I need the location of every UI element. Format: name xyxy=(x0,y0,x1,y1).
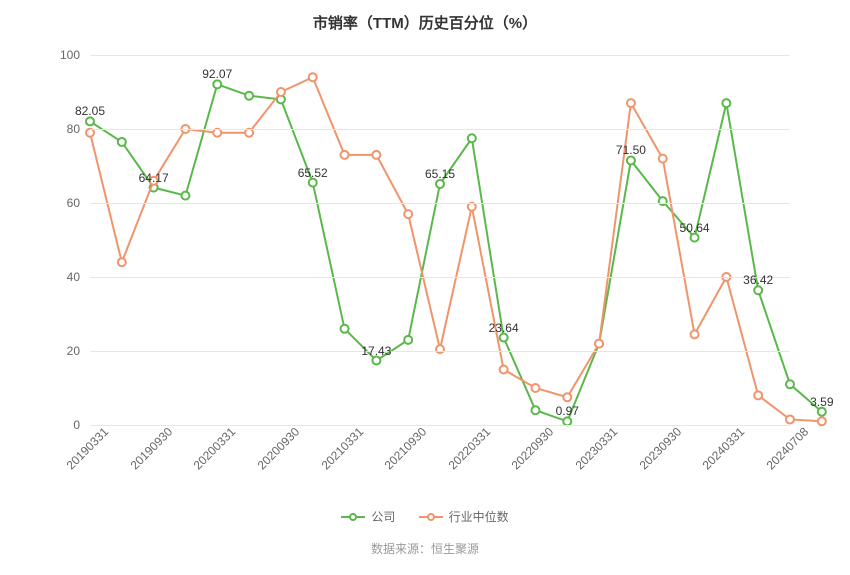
x-tick-label: 20220331 xyxy=(445,425,493,473)
gridline xyxy=(90,55,790,56)
y-tick-label: 80 xyxy=(67,122,80,136)
data-label: 64.17 xyxy=(139,171,169,185)
legend-item-industry: 行业中位数 xyxy=(419,508,509,525)
series-marker xyxy=(754,391,762,399)
gridline xyxy=(90,425,790,426)
series-marker xyxy=(118,138,126,146)
legend: 公司 行业中位数 xyxy=(0,507,850,526)
chart-svg xyxy=(90,55,790,425)
data-label: 92.07 xyxy=(202,68,232,82)
gridline xyxy=(90,129,790,130)
series-line-0 xyxy=(90,84,822,421)
legend-label-industry: 行业中位数 xyxy=(449,508,509,525)
series-marker xyxy=(627,99,635,107)
x-tick-label: 20210331 xyxy=(318,425,366,473)
chart-container: 市销率（TTM）历史百分位（%） 0 20 40 60 80 100 82.05 64.17 9… xyxy=(0,0,850,575)
data-label: 82.05 xyxy=(75,105,105,119)
series-marker xyxy=(118,258,126,266)
gridline xyxy=(90,203,790,204)
series-marker xyxy=(404,336,412,344)
series-marker xyxy=(595,340,603,348)
legend-line-company xyxy=(341,516,365,518)
x-tick-label: 20190331 xyxy=(64,425,112,473)
series-marker xyxy=(309,73,317,81)
series-marker xyxy=(691,330,699,338)
series-marker xyxy=(372,357,380,365)
series-marker xyxy=(341,325,349,333)
legend-item-company: 公司 xyxy=(341,508,395,525)
y-tick-label: 60 xyxy=(67,196,80,210)
series-marker xyxy=(722,99,730,107)
data-label: 65.52 xyxy=(298,166,328,180)
series-marker xyxy=(372,151,380,159)
x-tick-label: 20210930 xyxy=(382,425,430,473)
series-marker xyxy=(659,155,667,163)
y-tick-label: 40 xyxy=(67,270,80,284)
series-marker xyxy=(500,366,508,374)
series-marker xyxy=(468,134,476,142)
data-label: 36.42 xyxy=(743,273,773,287)
x-tick-label: 20230930 xyxy=(636,425,684,473)
series-marker xyxy=(245,92,253,100)
series-marker xyxy=(563,393,571,401)
x-tick-label: 20200331 xyxy=(191,425,239,473)
x-tick-label: 20190930 xyxy=(127,425,175,473)
y-tick-label: 100 xyxy=(60,48,80,62)
gridline xyxy=(90,277,790,278)
x-axis-ticks: 2019033120190930202003312020093020210331… xyxy=(90,430,790,510)
source-text: 数据来源：恒生聚源 xyxy=(0,540,850,557)
series-marker xyxy=(531,384,539,392)
y-tick-label: 0 xyxy=(73,418,80,432)
legend-line-industry xyxy=(419,516,443,518)
plot-area: 02040608010082.0564.1792.0765.5217.4365.… xyxy=(90,55,790,425)
series-marker xyxy=(341,151,349,159)
series-marker xyxy=(627,156,635,164)
series-marker xyxy=(786,415,794,423)
series-marker xyxy=(181,192,189,200)
series-marker xyxy=(818,408,826,416)
series-marker xyxy=(86,117,94,125)
x-tick-label: 20220930 xyxy=(509,425,557,473)
series-marker xyxy=(404,210,412,218)
data-label: 17.43 xyxy=(361,344,391,358)
series-marker xyxy=(277,88,285,96)
series-marker xyxy=(786,380,794,388)
data-label: 65.15 xyxy=(425,167,455,181)
data-label: 50.64 xyxy=(680,221,710,235)
series-marker xyxy=(436,180,444,188)
series-marker xyxy=(691,234,699,242)
x-tick-label: 20200930 xyxy=(254,425,302,473)
series-marker xyxy=(213,80,221,88)
x-tick-label: 20230331 xyxy=(573,425,621,473)
legend-marker-company xyxy=(349,513,357,521)
series-marker xyxy=(531,406,539,414)
data-label: 0.97 xyxy=(556,405,579,419)
series-marker xyxy=(754,286,762,294)
series-marker xyxy=(818,417,826,425)
data-label: 23.64 xyxy=(489,321,519,335)
legend-marker-industry xyxy=(427,513,435,521)
x-tick-label: 20240331 xyxy=(700,425,748,473)
x-tick-label: 20240708 xyxy=(764,425,812,473)
chart-title: 市销率（TTM）历史百分位（%） xyxy=(0,0,850,33)
data-label: 3.59 xyxy=(810,395,833,409)
gridline xyxy=(90,351,790,352)
series-marker xyxy=(309,179,317,187)
y-tick-label: 20 xyxy=(67,344,80,358)
legend-label-company: 公司 xyxy=(371,508,395,525)
data-label: 71.50 xyxy=(616,144,646,158)
